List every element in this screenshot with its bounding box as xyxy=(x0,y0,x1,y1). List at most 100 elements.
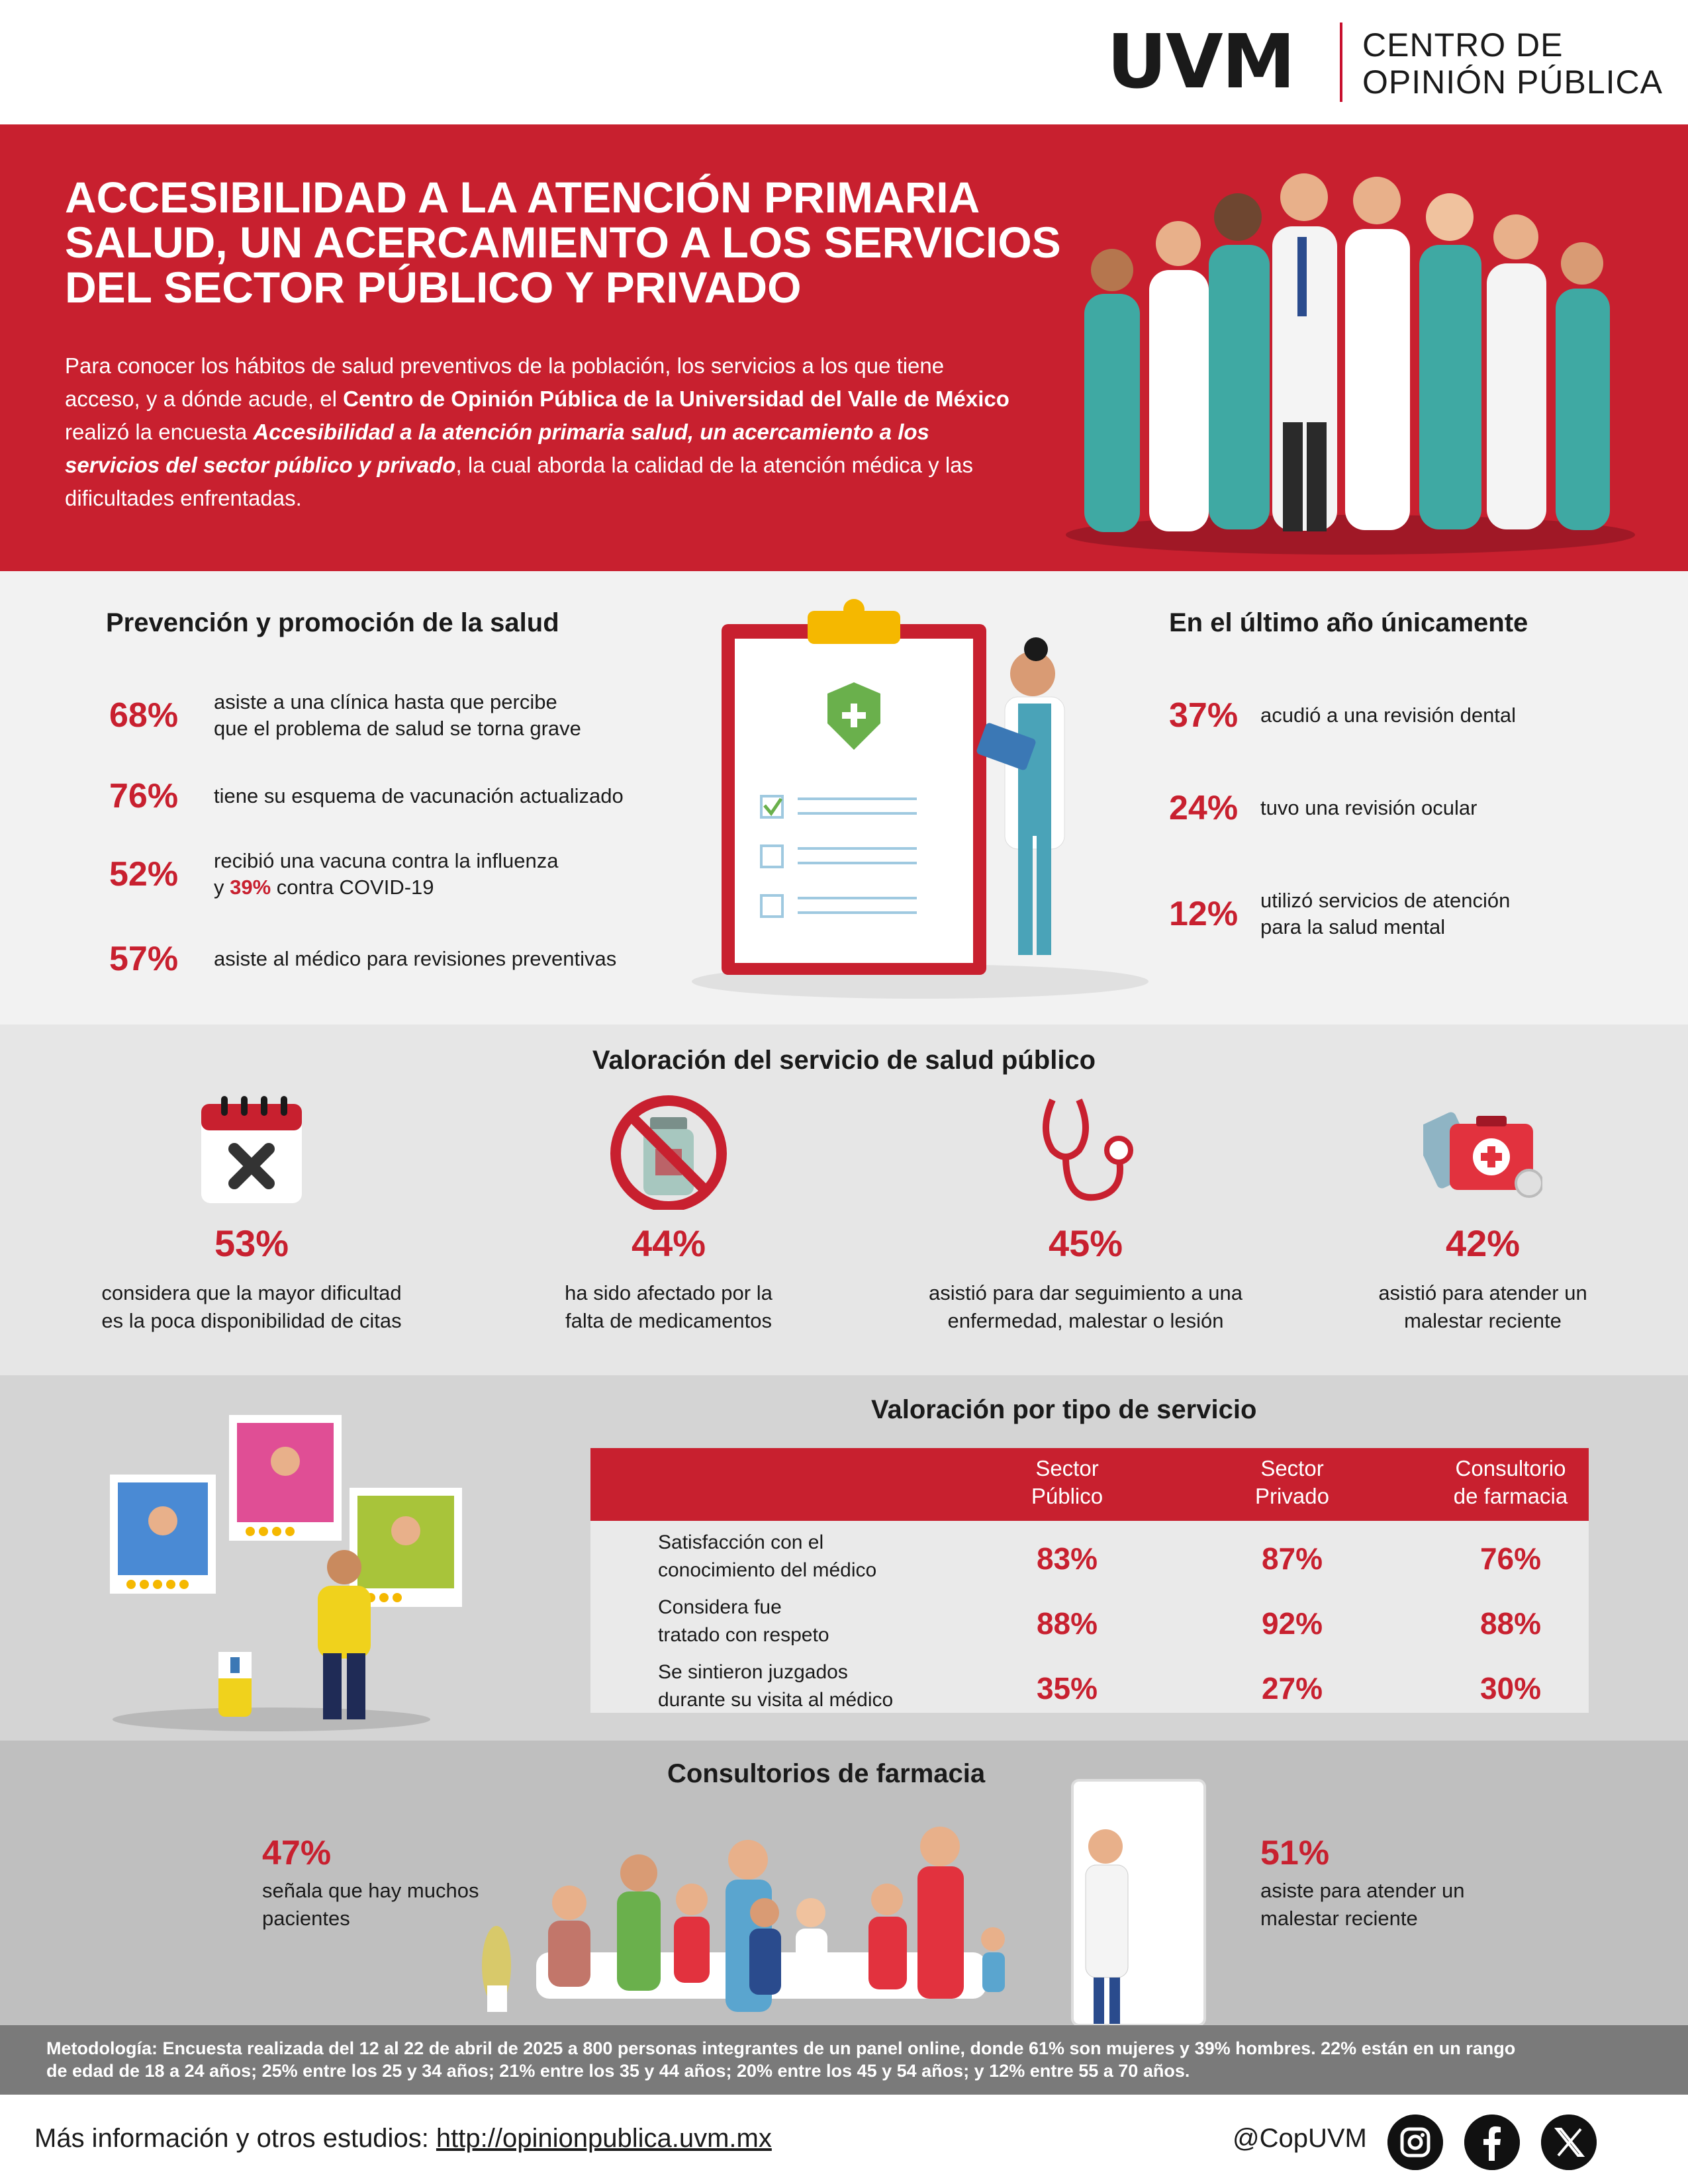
public-stat-4: 42% asistió para atender un malestar rec… xyxy=(1297,1091,1668,1335)
pharmacy-right-description: asiste para atender un malestar reciente xyxy=(1260,1877,1538,1933)
stat-line-2: para la salud mental xyxy=(1260,915,1446,938)
header-line-1: Sector xyxy=(1035,1456,1099,1480)
header-line-2: Público xyxy=(1031,1484,1103,1508)
calendar-x-icon xyxy=(201,1096,302,1203)
header-line-1: Consultorio xyxy=(1455,1456,1566,1480)
cell-private: 92% xyxy=(1261,1606,1323,1641)
row-label-line-2: conocimiento del médico xyxy=(658,1559,877,1581)
stat-percent: 44% xyxy=(631,1222,706,1264)
more-info-label: Más información y otros estudios: xyxy=(34,2124,436,2153)
row-label: Se sintieron juzgados durante su visita … xyxy=(658,1659,949,1714)
stat-description: recibió una vacuna contra la influenza y… xyxy=(214,848,558,901)
website-link[interactable]: http://opinionpublica.uvm.mx xyxy=(436,2124,772,2153)
column-header-pharmacy: Consultorio de farmacia xyxy=(1411,1455,1610,1510)
pharmacy-section: Consultorios de farmacia 47% señala que … xyxy=(0,1741,1688,2025)
stat-percent: 52% xyxy=(109,855,179,893)
row-label: Considera fue tratado con respeto xyxy=(658,1594,949,1649)
stat-percent: 37% xyxy=(1169,696,1239,735)
stat-description: asistió para dar seguimiento a una enfer… xyxy=(900,1279,1271,1335)
stat-line-2: malestar reciente xyxy=(1404,1309,1562,1332)
org-name-line1: CENTRO DE xyxy=(1362,26,1564,64)
cell-private: 87% xyxy=(1261,1541,1323,1576)
intro-survey-name: Accesibilidad a la atención primaria sal… xyxy=(65,420,929,477)
instagram-icon[interactable] xyxy=(1387,2115,1443,2170)
stat-line-1: señala que hay muchos xyxy=(262,1879,479,1902)
public-service-title: Valoración del servicio de salud público xyxy=(592,1046,1096,1075)
pharmacy-left-percent: 47% xyxy=(262,1834,332,1872)
service-type-title: Valoración por tipo de servicio xyxy=(871,1395,1257,1424)
stat-line-2-post: contra COVID-19 xyxy=(271,876,434,899)
stat-line-1: recibió una vacuna contra la influenza xyxy=(214,849,559,872)
uvm-logo: UVM xyxy=(1107,19,1295,105)
row-label-line-2: tratado con respeto xyxy=(658,1624,829,1646)
stat-line-2-pre: y xyxy=(214,876,230,899)
stat-line-2: malestar reciente xyxy=(1260,1907,1418,1930)
more-info: Más información y otros estudios: http:/… xyxy=(34,2124,772,2154)
service-comparison-table: Sector Público Sector Privado Consultori… xyxy=(590,1448,1589,1713)
no-medicine-icon xyxy=(610,1095,727,1210)
social-handle: @CopUVM xyxy=(1233,2124,1367,2153)
prevention-stat-2: 76% tiene su esquema de vacunación actua… xyxy=(109,776,624,816)
stat-description: tuvo una revisión ocular xyxy=(1260,796,1477,819)
facebook-icon[interactable] xyxy=(1464,2115,1520,2170)
stat-percent: 24% xyxy=(1169,789,1239,827)
table-header: Sector Público Sector Privado Consultori… xyxy=(590,1448,1589,1521)
cell-public: 35% xyxy=(1036,1671,1098,1706)
stat-line-1: asistió para dar seguimiento a una xyxy=(929,1281,1243,1304)
public-stat-2: 44% ha sido afectado por la falta de med… xyxy=(483,1091,854,1335)
stat-line-2: falta de medicamentos xyxy=(565,1309,772,1332)
row-label-line-1: Satisfacción con el xyxy=(658,1531,824,1553)
first-aid-kit-icon xyxy=(1423,1112,1542,1198)
pharmacy-left-description: señala que hay muchos pacientes xyxy=(262,1877,540,1933)
stat-description: ha sido afectado por la falta de medicam… xyxy=(483,1279,854,1335)
row-label-line-2: durante su visita al médico xyxy=(658,1689,894,1711)
x-icon[interactable] xyxy=(1541,2115,1597,2170)
stat-percent: 57% xyxy=(109,940,179,978)
header: UVM CENTRO DE OPINIÓN PÚBLICA xyxy=(0,0,1688,124)
last-year-title: En el último año únicamente xyxy=(1169,608,1528,637)
cell-pharmacy: 30% xyxy=(1479,1671,1542,1706)
prevention-stat-1: 68% asiste a una clínica hasta que perci… xyxy=(109,689,581,742)
stat-line-2: pacientes xyxy=(262,1907,350,1930)
service-type-section: Valoración por tipo de servicio Sector P… xyxy=(0,1375,1688,1741)
intro-text-2: realizó la encuesta xyxy=(65,420,254,444)
stat-line-2: es la poca disponibilidad de citas xyxy=(101,1309,402,1332)
footer: Más información y otros estudios: http:/… xyxy=(0,2095,1688,2184)
methodology-bar: Metodología: Encuesta realizada del 12 a… xyxy=(0,2025,1688,2095)
cell-pharmacy: 76% xyxy=(1479,1541,1542,1576)
stat-description: tiene su esquema de vacunación actualiza… xyxy=(214,784,624,807)
prevention-stat-4: 57% asiste al médico para revisiones pre… xyxy=(109,939,616,979)
org-name-line2: OPINIÓN PÚBLICA xyxy=(1362,64,1663,101)
medical-staff-illustration xyxy=(1066,173,1635,555)
intro-org-name: Centro de Opinión Pública de la Universi… xyxy=(343,387,1009,411)
stat-line-1: asiste para atender un xyxy=(1260,1879,1465,1902)
stat-line-1: asiste a una clínica hasta que percibe xyxy=(214,690,557,713)
last-year-stat-3: 12% utilizó servicios de atención para l… xyxy=(1169,887,1510,940)
pharmacy-title: Consultorios de farmacia xyxy=(667,1759,986,1788)
cell-pharmacy: 88% xyxy=(1479,1606,1542,1641)
row-label-line-1: Considera fue xyxy=(658,1596,782,1618)
stat-percent: 45% xyxy=(1048,1222,1123,1264)
stat-description: considera que la mayor dificultad es la … xyxy=(66,1279,437,1335)
doctor-rating-illustration xyxy=(110,1415,462,1731)
prevention-title: Prevención y promoción de la salud xyxy=(106,608,559,637)
stethoscope-icon xyxy=(1043,1099,1133,1201)
stat-line-1: ha sido afectado por la xyxy=(565,1281,773,1304)
title-line-1: ACCESIBILIDAD A LA ATENCIÓN PRIMARIA xyxy=(65,173,980,222)
cell-public: 88% xyxy=(1036,1606,1098,1641)
stat-line-2: que el problema de salud se torna grave xyxy=(214,717,581,740)
stat-line-1: considera que la mayor dificultad xyxy=(101,1281,402,1304)
prevention-stat-3: 52% recibió una vacuna contra la influen… xyxy=(109,848,558,901)
header-line-2: Privado xyxy=(1255,1484,1329,1508)
last-year-stat-2: 24% tuvo una revisión ocular xyxy=(1169,788,1477,828)
waiting-room-illustration xyxy=(482,1779,1206,2025)
stat-description: acudió a una revisión dental xyxy=(1260,704,1517,727)
pharmacy-right-percent: 51% xyxy=(1260,1834,1330,1872)
methodology-line-1: Metodología: Encuesta realizada del 12 a… xyxy=(46,2038,1516,2058)
intro-text-3: , la cual aborda la calidad de la atenci… xyxy=(65,453,974,510)
title-line-3: DEL SECTOR PÚBLICO Y PRIVADO xyxy=(65,263,802,312)
clipboard-doctor-illustration xyxy=(692,599,1149,999)
stat-percent: 53% xyxy=(214,1222,289,1264)
logo-divider xyxy=(1340,23,1342,102)
stat-percent: 12% xyxy=(1169,895,1239,933)
